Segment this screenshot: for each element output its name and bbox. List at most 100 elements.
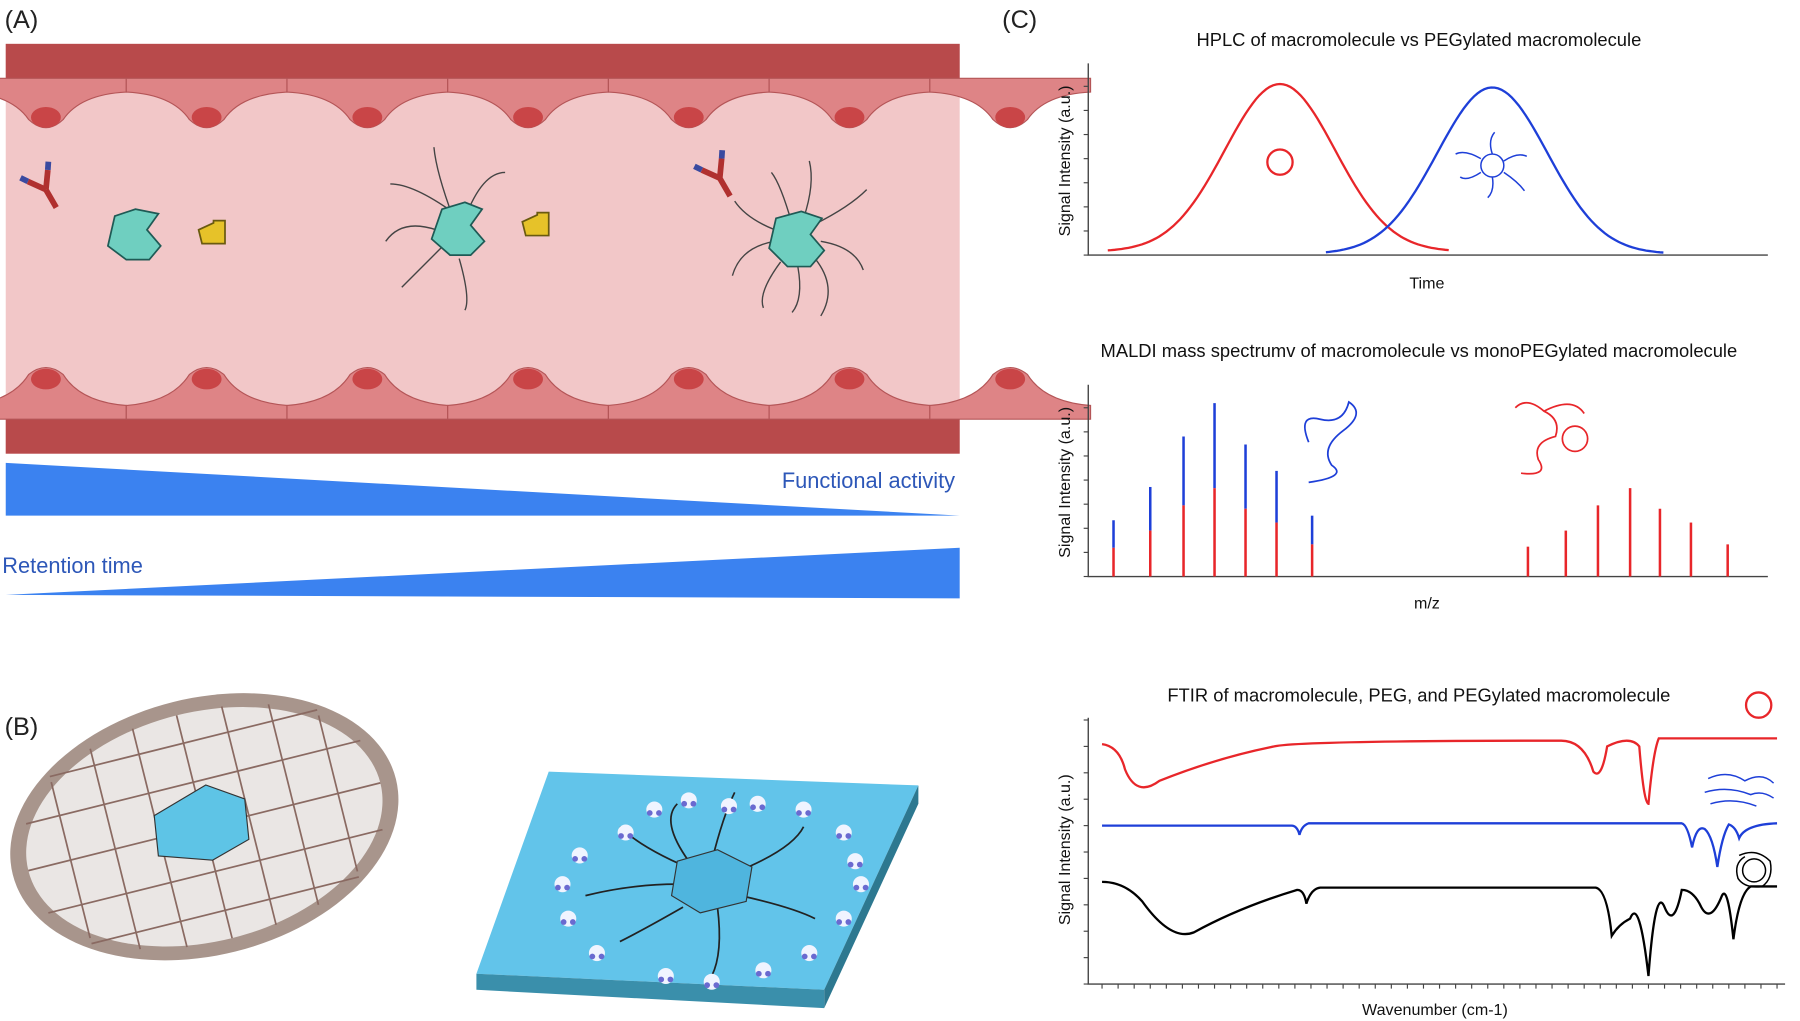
nucleus: [352, 106, 383, 128]
water-atom: [598, 953, 605, 960]
water-atom: [805, 810, 812, 816]
axes: [1087, 63, 1768, 256]
water-atom: [681, 800, 688, 807]
water-atom: [589, 953, 596, 960]
activity-wedge: [5, 462, 960, 516]
nucleus: [995, 368, 1026, 390]
retention-wedge: [5, 547, 960, 599]
nucleus: [673, 106, 704, 128]
nucleus: [191, 368, 222, 390]
nucleus: [834, 368, 865, 390]
water-atom: [618, 833, 624, 839]
protein: [106, 208, 162, 261]
cell: [768, 367, 931, 420]
ligand: [521, 211, 550, 237]
axes: [1087, 717, 1786, 985]
nucleus: [513, 368, 543, 390]
axis-ticks: [1083, 85, 1778, 989]
water-atom: [730, 806, 737, 813]
water-atom: [564, 884, 570, 891]
water-atom: [560, 919, 567, 925]
water-atom: [836, 919, 843, 925]
y-axis-label: Signal Intensity (a.u.): [1056, 86, 1074, 237]
x-axis-label: Wavenumber (cm-1): [1362, 1001, 1508, 1019]
cell: [286, 367, 449, 420]
water-atom: [627, 833, 634, 839]
icon: [1735, 851, 1772, 888]
x-axis-label: m/z: [1414, 595, 1440, 613]
water-atom: [845, 919, 852, 925]
water-atom: [581, 856, 588, 862]
icon: [1455, 131, 1528, 199]
cell: [125, 367, 288, 420]
antibody: [693, 150, 733, 198]
nucleus: [191, 106, 222, 128]
y-axis-label: Signal Intensity (a.u.): [1056, 407, 1074, 558]
nucleus: [513, 106, 543, 128]
water-atom: [569, 919, 576, 925]
water-atom: [801, 953, 808, 960]
y-axis-label: Signal Intensity (a.u.): [1056, 774, 1074, 925]
cell: [607, 367, 770, 420]
icon: [1514, 401, 1589, 475]
chart-title: MALDI mass spectrumv of macromolecule vs…: [1101, 340, 1738, 361]
icon: [1304, 400, 1357, 484]
wedge-label: Retention time: [2, 553, 143, 578]
water-atom: [862, 884, 869, 891]
chart-title: FTIR of macromolecule, PEG, and PEGylate…: [1167, 685, 1670, 706]
axes: [1087, 384, 1768, 578]
spectrum-lines: [1112, 403, 1729, 577]
nucleus: [995, 106, 1026, 128]
antibody: [19, 161, 59, 209]
icon: [1744, 691, 1773, 719]
nucleus: [352, 368, 383, 390]
cell: [447, 367, 609, 420]
water-atom: [690, 800, 697, 807]
protein: [768, 210, 826, 268]
nucleus: [30, 106, 61, 128]
water-atom: [755, 970, 762, 977]
icon: [1704, 773, 1775, 807]
panel-label: (C): [1002, 6, 1037, 34]
endothelial-cells: [0, 77, 1092, 420]
water-atom: [750, 804, 756, 811]
nucleus: [834, 106, 865, 128]
cell: [929, 367, 1092, 420]
water-atom: [572, 856, 578, 862]
water-atom: [765, 970, 771, 977]
ligand: [197, 219, 226, 245]
water-atom: [667, 976, 674, 983]
water-atom: [845, 833, 852, 839]
curve: [1107, 82, 1449, 252]
x-axis-label: Time: [1409, 274, 1444, 292]
spectrum-black: [1102, 880, 1778, 977]
spectrum-red: [1101, 737, 1778, 805]
water-atom: [847, 861, 854, 868]
wedge-label: Functional activity: [782, 468, 955, 493]
surface-slab: [476, 771, 919, 1009]
water-atom: [713, 982, 720, 989]
protein: [430, 201, 486, 256]
water-atom: [656, 810, 662, 816]
water-atom: [555, 884, 561, 891]
water-atom: [836, 833, 843, 839]
icon: [1266, 148, 1294, 176]
nucleus: [30, 368, 61, 390]
water-atom: [658, 976, 665, 983]
water-atom: [853, 884, 860, 891]
tem-grid: [10, 693, 399, 961]
water-atom: [704, 982, 711, 989]
chart-title: HPLC of macromolecule vs PEGylated macro…: [1196, 29, 1641, 50]
spectrum-blue: [1102, 822, 1778, 868]
nucleus: [673, 368, 704, 390]
water-atom: [721, 806, 728, 813]
curve: [1325, 86, 1664, 254]
molecules: [19, 147, 868, 317]
panel-label: (A): [5, 6, 39, 34]
water-atom: [796, 810, 802, 816]
water-atom: [646, 810, 653, 816]
water-atom: [856, 861, 863, 868]
water-atom: [811, 953, 817, 960]
